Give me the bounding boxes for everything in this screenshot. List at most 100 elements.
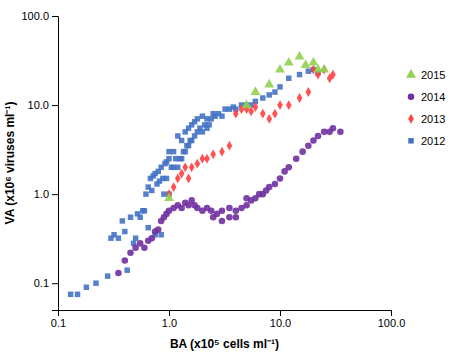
x-axis-line (59, 311, 392, 317)
point (179, 169, 185, 179)
point (306, 68, 311, 73)
x-axis: 0.1 1.0 10.0 100.0 (51, 310, 405, 329)
point (179, 156, 184, 161)
x-axis-tick-label: 10.0 (270, 317, 291, 329)
point (189, 162, 195, 172)
point (122, 229, 127, 234)
point (305, 142, 312, 149)
point (305, 87, 311, 97)
point (124, 267, 129, 272)
legend-marker (408, 94, 415, 101)
point (319, 64, 329, 73)
y-axis-tick-label: 10.0 (28, 99, 49, 111)
legend-marker (408, 114, 414, 124)
point (301, 60, 311, 69)
legend-item: 2014 (408, 91, 446, 103)
point (116, 235, 121, 240)
point (137, 215, 142, 220)
point (260, 109, 266, 119)
point (219, 207, 226, 214)
point (206, 122, 211, 127)
point (233, 207, 240, 214)
x-axis-tick: 10.0 (270, 310, 291, 329)
point (297, 93, 303, 103)
x-axis-tick-mark (169, 310, 170, 316)
point (219, 147, 225, 157)
point (186, 174, 192, 184)
y-axis-tick-mark (52, 194, 58, 195)
legend-marker (406, 69, 416, 78)
y-axis-tick: 1.0 (34, 188, 58, 200)
point (195, 116, 200, 121)
point (149, 188, 154, 193)
point (330, 70, 336, 80)
point (128, 215, 133, 220)
point (233, 109, 239, 119)
legend-label: 2012 (421, 135, 445, 147)
point (145, 225, 150, 230)
point (120, 218, 125, 223)
point (272, 181, 279, 188)
point (219, 113, 224, 118)
point (75, 292, 80, 297)
point (337, 129, 344, 136)
x-axis-tick: 0.1 (51, 310, 66, 329)
point (226, 205, 233, 212)
point (133, 235, 138, 240)
point (171, 182, 177, 192)
chart-container: 0.11.010.0100.00.11.010.0100.0BA (x10⁵ c… (0, 0, 463, 356)
y-axis-tick-label: 0.1 (34, 277, 49, 289)
y-axis-tick: 0.1 (34, 277, 58, 289)
series-2014 (115, 125, 344, 276)
point (284, 57, 294, 66)
point (295, 51, 305, 60)
point (161, 191, 166, 196)
y-axis-tick-mark (52, 16, 58, 17)
point (84, 285, 89, 290)
legend-label: 2015 (421, 69, 445, 81)
point (286, 100, 292, 110)
point (277, 100, 283, 110)
y-axis-tick-mark (52, 283, 58, 284)
point (250, 86, 260, 95)
x-axis-tick-label: 100.0 (378, 317, 406, 329)
y-axis: 0.1 1.0 10.0 100.0 (21, 10, 58, 310)
point (266, 184, 273, 191)
point (179, 138, 184, 143)
point (105, 273, 110, 278)
point (143, 191, 148, 196)
series-2012 (68, 67, 321, 297)
x-axis-tick-label: 0.1 (51, 317, 66, 329)
x-axis-tick: 1.0 (162, 310, 177, 329)
point (158, 232, 163, 237)
point (210, 149, 216, 159)
y-axis-tick: 100.0 (21, 10, 58, 22)
y-axis-line (52, 17, 59, 311)
legend-label: 2014 (421, 91, 445, 103)
point (272, 89, 277, 94)
y-axis-tick-label: 1.0 (34, 188, 49, 200)
point (175, 165, 180, 170)
point (297, 72, 302, 77)
point (155, 226, 162, 233)
point (243, 202, 250, 209)
chart-svg: 0.11.010.0100.00.11.010.0100.0BA (x10⁵ c… (0, 0, 463, 356)
point (142, 208, 147, 213)
point (164, 193, 174, 202)
point (226, 214, 233, 221)
point (93, 280, 98, 285)
series-2013 (166, 65, 336, 199)
legend-item: 2012 (408, 135, 445, 147)
point (253, 102, 259, 112)
point (186, 143, 191, 148)
points (68, 51, 344, 297)
point (164, 176, 169, 181)
point (277, 84, 282, 89)
point (242, 99, 252, 108)
legend-label: 2013 (421, 113, 445, 125)
y-axis-tick-label: 100.0 (21, 10, 49, 22)
point (141, 244, 148, 251)
point (260, 95, 265, 100)
point (182, 149, 187, 154)
point (219, 218, 226, 225)
